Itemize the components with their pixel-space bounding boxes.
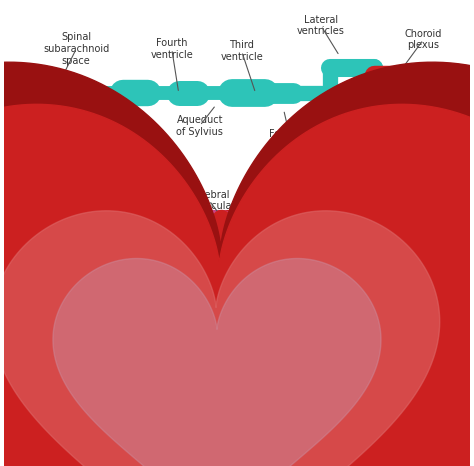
Polygon shape xyxy=(0,211,440,466)
Polygon shape xyxy=(0,104,474,466)
Text: Fourth
ventricle: Fourth ventricle xyxy=(150,38,193,60)
Text: Cerebral
microvasculature: Cerebral microvasculature xyxy=(167,190,251,211)
Text: Jugular
foramen: Jugular foramen xyxy=(74,276,115,297)
Text: Choroid
plexus: Choroid plexus xyxy=(405,29,442,50)
Text: Third
ventricle: Third ventricle xyxy=(220,41,263,62)
Text: Aqueduct
of Sylvius: Aqueduct of Sylvius xyxy=(176,115,223,137)
Polygon shape xyxy=(0,62,474,466)
Text: Lateral
ventricles: Lateral ventricles xyxy=(297,15,345,36)
Text: Cortical subarachnoid space: Cortical subarachnoid space xyxy=(32,170,171,180)
Text: Foramen
of Monro: Foramen of Monro xyxy=(269,129,312,151)
Text: Arachnoid
granulations: Arachnoid granulations xyxy=(72,225,133,246)
Text: Spinal
subarachnoid
space: Spinal subarachnoid space xyxy=(43,32,109,66)
Polygon shape xyxy=(53,259,381,466)
